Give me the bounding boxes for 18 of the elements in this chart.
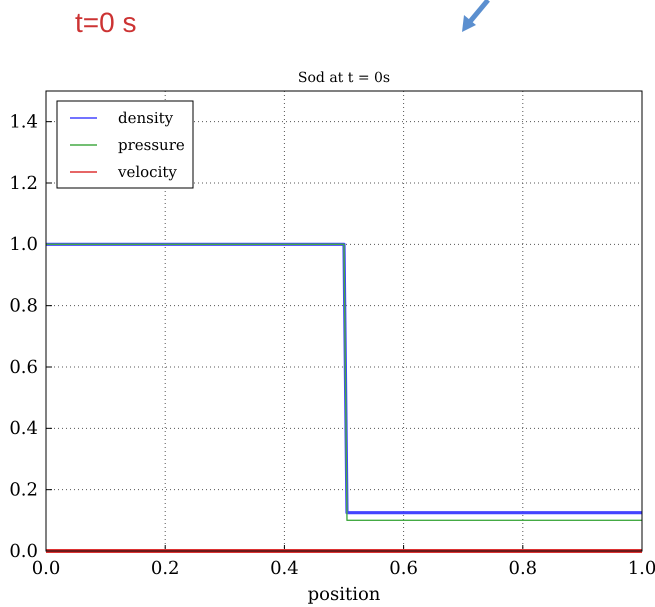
x-tick-label: 1.0: [628, 558, 655, 579]
x-tick-label: 0.8: [508, 558, 538, 579]
y-tick-label: 1.2: [9, 172, 38, 194]
x-tick-label: 0.2: [150, 558, 180, 579]
y-tick-label: 1.0: [9, 234, 38, 256]
x-tick-label: 0.6: [389, 558, 418, 579]
y-tick-label: 1.4: [9, 111, 38, 132]
y-tick-label: 0.6: [9, 356, 38, 378]
legend-label: velocity: [117, 163, 178, 181]
x-tick-label: 0.4: [270, 558, 299, 579]
text: t=0 s: [75, 7, 136, 38]
legend-label: pressure: [118, 136, 185, 154]
y-tick-label: 0.8: [9, 295, 38, 316]
y-tick-label: 0.4: [9, 418, 38, 440]
chart-title: Sod at t = 0s: [298, 70, 390, 86]
legend-label: density: [118, 109, 174, 127]
y-tick-label: 0.2: [9, 479, 38, 500]
x-axis-title: position: [308, 584, 381, 605]
